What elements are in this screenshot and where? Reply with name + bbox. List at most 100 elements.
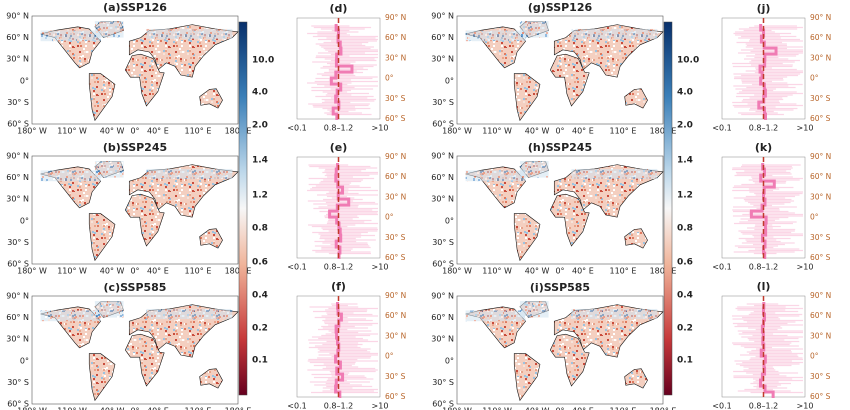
land (624, 228, 648, 249)
profile-lat-label: 90° N (385, 13, 406, 22)
profile-lat-label: 60° N (810, 172, 831, 181)
profile-line (757, 24, 778, 120)
profile-lat-label: 0° (810, 74, 819, 83)
lon-label: 40° W (525, 267, 550, 276)
profile-title: (l) (757, 280, 771, 293)
lon-label: 0° (555, 407, 564, 410)
profile-x-label: <0.1 (287, 402, 306, 410)
profile-title: (j) (757, 2, 771, 15)
lon-label: 180° E (225, 407, 252, 410)
land (513, 353, 541, 402)
colorbar-label: 0.4 (252, 291, 268, 301)
profile-lat-label: 90° N (385, 291, 406, 300)
profile-line (334, 302, 345, 398)
high-lat-shade (571, 308, 658, 320)
profile-lat-label: 30° S (385, 233, 406, 242)
colorbar-label: 0.2 (252, 324, 268, 334)
lat-label: 90° N (431, 152, 454, 161)
colorbar-label: 10.0 (252, 56, 274, 66)
profile-lat-label: 60° N (385, 172, 406, 181)
high-lat-shade (519, 301, 549, 318)
profile-lat-label: 60° S (810, 253, 831, 262)
profile-lat-label: 60° S (385, 253, 406, 262)
lat-label: 30° N (6, 55, 29, 64)
lon-label: 180° W (17, 407, 47, 410)
profile-lat-label: 60° S (385, 114, 406, 123)
lon-label: 110° W (482, 407, 512, 410)
lat-label: 0° (445, 356, 454, 365)
lat-label: 60° N (431, 33, 454, 42)
profile-lat-label: 0° (385, 213, 394, 222)
profile-x-label: 0.8–1.2 (749, 124, 778, 133)
lon-label: 40° E (572, 407, 594, 410)
profile-title: (d) (330, 2, 348, 15)
lon-label: 110° W (57, 267, 87, 276)
lat-label: 60° S (7, 120, 29, 129)
profile-lat-label: 0° (385, 352, 394, 361)
profile-x-label: >10 (372, 402, 389, 410)
colorbar-label: 1.2 (252, 191, 268, 201)
high-lat-shade (519, 161, 549, 178)
land (549, 53, 590, 107)
colorbar-label: 0.6 (252, 258, 268, 268)
high-lat-shade (94, 21, 124, 38)
colorbar-label: 0.8 (677, 224, 693, 234)
profile-x-label: <0.1 (712, 124, 731, 133)
lon-label: 40° E (572, 267, 594, 276)
map-title: (c)SSP585 (104, 281, 167, 294)
colorbar (663, 21, 673, 396)
lat-label: 60° N (6, 313, 29, 322)
profile-x-label: >10 (372, 124, 389, 133)
profile-lat-label: 60° S (810, 392, 831, 401)
lon-label: 110° W (57, 407, 87, 410)
lat-label: 90° N (6, 12, 29, 21)
colorbar-label: 0.1 (677, 356, 693, 366)
lon-label: 40° W (100, 407, 125, 410)
lat-label: 60° N (431, 173, 454, 182)
profile-lat-label: 30° N (385, 331, 406, 340)
profile-lat-label: 30° S (385, 372, 406, 381)
land (549, 193, 590, 247)
profile-x-label: 0.8–1.2 (749, 402, 778, 410)
profile-lat-label: 90° N (810, 291, 831, 300)
land (124, 53, 165, 107)
lon-label: 180° E (650, 407, 677, 410)
lon-label: 40° E (147, 267, 169, 276)
profile-lat-label: 90° N (810, 13, 831, 22)
high-lat-shade (94, 301, 124, 318)
profile-lat-label: 0° (385, 74, 394, 83)
high-lat-shade (40, 170, 101, 182)
map-title: (h)SSP245 (528, 141, 592, 154)
colorbar-label: 0.4 (677, 291, 693, 301)
colorbar-label: 1.4 (252, 156, 268, 166)
colorbar-label: 0.1 (252, 356, 268, 366)
profile-x-label: >10 (797, 263, 814, 272)
lat-label: 30° S (432, 98, 454, 107)
lon-label: 0° (130, 407, 139, 410)
lat-label: 30° N (6, 335, 29, 344)
colorbar-label: 4.0 (252, 88, 268, 98)
high-lat-shade (94, 161, 124, 178)
lat-label: 30° S (7, 238, 29, 247)
lon-label: 110° W (57, 127, 87, 136)
profile-title: (k) (755, 141, 772, 154)
land (88, 213, 116, 262)
high-lat-shade (465, 310, 526, 322)
profile-x-label: <0.1 (287, 124, 306, 133)
profile-lat-label: 60° N (385, 311, 406, 320)
profile-lat-label: 60° N (385, 33, 406, 42)
profile-lat-label: 60° S (810, 114, 831, 123)
colorbar (238, 21, 248, 396)
high-lat-shade (146, 168, 233, 180)
land (513, 73, 541, 122)
profile-lat-label: 30° S (810, 372, 831, 381)
lat-label: 30° N (431, 195, 454, 204)
map-title: (g)SSP126 (528, 1, 593, 14)
land (88, 73, 116, 122)
lon-label: 0° (130, 267, 139, 276)
profile-lat-label: 0° (810, 352, 819, 361)
lat-label: 60° S (432, 120, 454, 129)
lon-label: 110° E (610, 267, 637, 276)
profile-lat-label: 0° (810, 213, 819, 222)
